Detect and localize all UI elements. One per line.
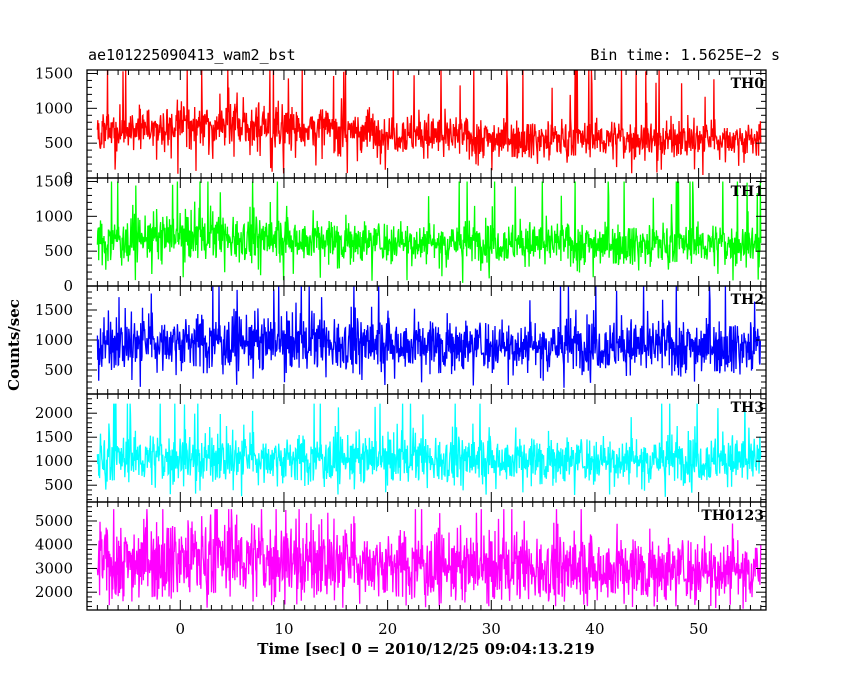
y-tick-label: 1500 — [35, 301, 73, 319]
y-tick-label: 1500 — [35, 64, 73, 82]
bin-time-label: Bin time: 1.5625E−2 s — [590, 46, 780, 64]
panel-th1: 0 500 1000 1500 TH1 — [35, 172, 767, 295]
panel-label: TH3 — [731, 400, 764, 416]
y-tick-label: 4000 — [35, 536, 73, 554]
x-axis-title: Time [sec] 0 = 2010/12/25 09:04:13.219 — [257, 640, 594, 658]
panels-group: 050010001500TH0050010001500TH15001000150… — [35, 64, 767, 638]
y-tick-label: 3000 — [35, 559, 73, 577]
y-tick-label: 2000 — [35, 404, 73, 422]
x-tick-label: 30 — [482, 620, 501, 638]
panel-label: TH0123 — [701, 508, 764, 524]
panel-label: TH1 — [731, 184, 764, 200]
x-tick-label: 40 — [585, 620, 604, 638]
y-tick-label: 500 — [44, 476, 73, 494]
series-th2 — [96, 286, 762, 388]
series-th1 — [96, 181, 762, 283]
y-tick-label: 500 — [44, 242, 73, 260]
y-tick-label: 2000 — [35, 583, 73, 601]
y-tick-label: 500 — [44, 134, 73, 152]
x-tick-label: 20 — [378, 620, 397, 638]
panel-th0: 0 500 1000 1500 TH0 — [35, 64, 767, 187]
y-tick-label: 0 — [63, 277, 73, 295]
x-tick-label: 0 — [176, 620, 186, 638]
x-tick-label: 50 — [689, 620, 708, 638]
series-th0 — [96, 70, 762, 176]
panel-label: TH0 — [731, 76, 765, 92]
y-tick-label: 5000 — [35, 512, 73, 530]
panel-frame — [86, 501, 767, 611]
x-tick-label: 10 — [274, 620, 293, 638]
series-th0123 — [96, 509, 762, 609]
y-tick-label: 1000 — [35, 331, 73, 349]
y-tick-label: 1000 — [35, 207, 73, 225]
panel-th0123: 2000 3000 4000 5000 TH0123 — [35, 501, 767, 611]
y-tick-label: 1500 — [35, 172, 73, 190]
panel-th3: 500 1000 1500 2000 TH3 — [35, 393, 767, 503]
plot-title: ae101225090413_wam2_bst — [88, 46, 296, 64]
y-tick-label: 0 — [63, 169, 73, 187]
y-axis-title: Counts/sec — [5, 299, 23, 391]
y-tick-label: 1000 — [35, 99, 73, 117]
y-tick-label: 1500 — [35, 428, 73, 446]
panel-th2: 500 1000 1500 TH2 — [35, 285, 767, 395]
y-tick-label: 500 — [44, 361, 73, 379]
y-tick-label: 1000 — [35, 452, 73, 470]
panel-label: TH2 — [731, 292, 764, 308]
series-th3 — [96, 403, 762, 497]
